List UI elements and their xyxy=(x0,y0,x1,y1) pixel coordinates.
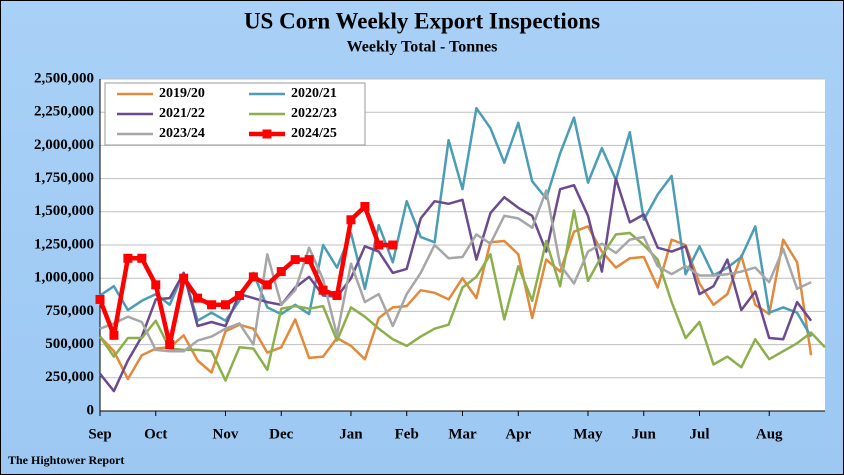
series-marker xyxy=(207,300,217,310)
series-marker xyxy=(388,240,398,250)
series-marker xyxy=(234,290,244,300)
x-tick-label: Mar xyxy=(448,426,477,442)
x-tick-label: Feb xyxy=(395,426,419,442)
series-line xyxy=(99,189,812,353)
legend-label: 2022/23 xyxy=(291,106,337,121)
legend-label: 2019/20 xyxy=(159,86,205,101)
series-marker xyxy=(248,272,258,282)
series-marker xyxy=(220,300,230,310)
series-marker xyxy=(137,253,147,263)
y-tick-label: 2,250,000 xyxy=(34,104,94,120)
series-marker xyxy=(151,280,161,290)
chart-subtitle: Weekly Total - Tonnes xyxy=(347,39,498,56)
legend-label: 2024/25 xyxy=(291,126,337,141)
legend: 2019/20 2020/21 2021/22 2022/23 2023/24 2024/… xyxy=(104,82,366,146)
legend-label: 2021/22 xyxy=(159,106,205,121)
y-tick-label: 2,000,000 xyxy=(34,137,94,153)
series-marker xyxy=(193,293,203,303)
series-marker xyxy=(179,273,189,283)
series-marker xyxy=(346,215,356,225)
y-tick-label: 1,000,000 xyxy=(34,270,94,286)
series-marker xyxy=(123,253,133,263)
x-tick-label: Nov xyxy=(213,426,239,442)
series-line xyxy=(98,209,826,382)
series-marker xyxy=(276,267,286,277)
series-marker xyxy=(332,290,342,300)
series-marker xyxy=(165,340,175,350)
series-line xyxy=(99,225,813,381)
legend-label: 2020/21 xyxy=(291,86,337,101)
series-line xyxy=(97,204,393,347)
series-line xyxy=(99,106,813,338)
legend-marker xyxy=(262,129,272,139)
series-marker xyxy=(304,255,314,265)
y-tick-label: 250,000 xyxy=(45,369,94,385)
x-tick-label: May xyxy=(573,426,603,442)
series-marker xyxy=(262,280,272,290)
y-tick-label: 500,000 xyxy=(45,336,94,352)
series-marker xyxy=(374,240,384,250)
chart-title: US Corn Weekly Export Inspections xyxy=(244,8,600,33)
x-tick-label: Oct xyxy=(144,426,167,442)
x-tick-label: Jan xyxy=(339,426,363,442)
y-tick-label: 0 xyxy=(87,402,95,418)
x-tick-label: Sep xyxy=(88,426,111,442)
legend-label: 2023/24 xyxy=(159,126,205,141)
y-tick-label: 750,000 xyxy=(45,303,94,319)
series-marker xyxy=(109,330,119,340)
series-marker xyxy=(290,255,300,265)
x-tick-label: Apr xyxy=(505,426,531,442)
series-marker xyxy=(318,285,328,295)
y-tick-label: 2,500,000 xyxy=(34,70,94,86)
x-tick-label: Aug xyxy=(756,426,783,442)
y-tick-label: 1,250,000 xyxy=(34,236,94,252)
y-tick-label: 1,750,000 xyxy=(34,170,94,186)
x-tick-label: Dec xyxy=(269,426,293,442)
source-note: The Hightower Report xyxy=(8,453,124,467)
y-tick-label: 1,500,000 xyxy=(34,203,94,219)
series-marker xyxy=(360,201,370,211)
x-tick-label: Jun xyxy=(632,426,657,442)
x-tick-label: Jul xyxy=(690,426,710,442)
series-marker xyxy=(95,294,105,304)
